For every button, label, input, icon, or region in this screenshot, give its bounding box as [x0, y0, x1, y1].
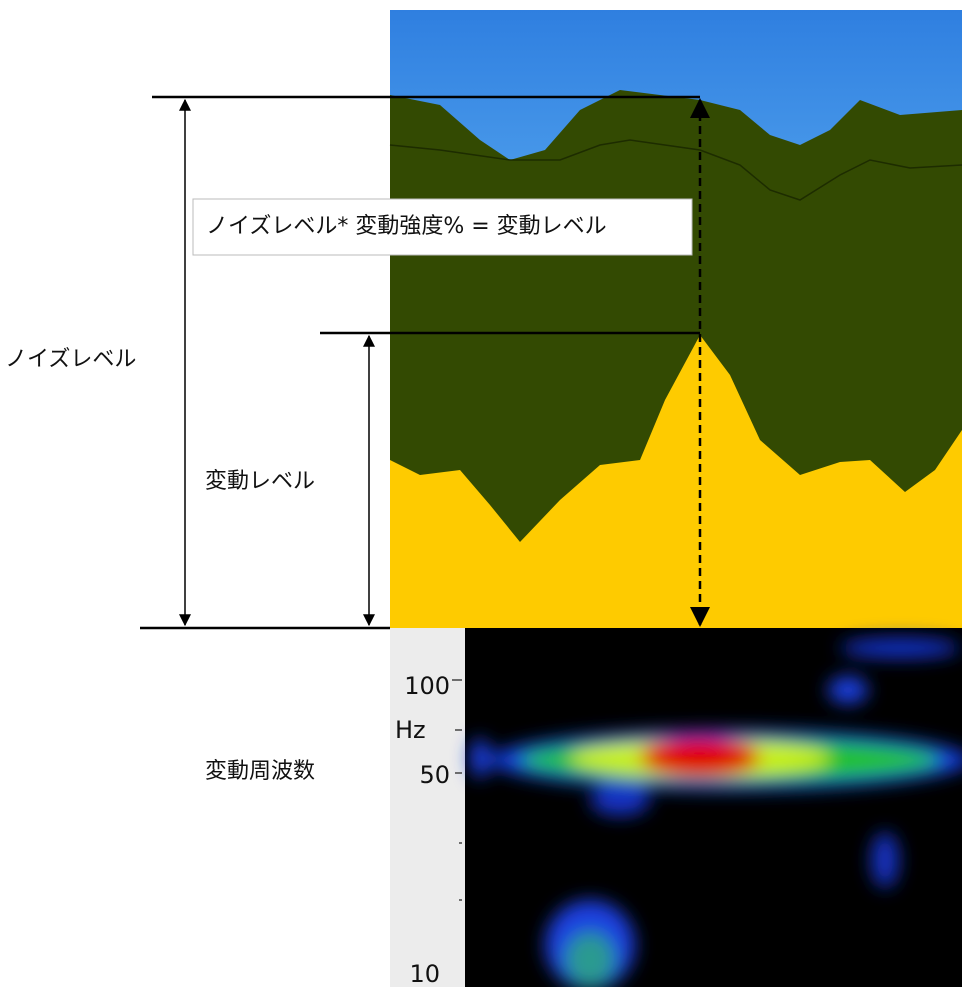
- formula: ノイズレベル* 変動強度% = 変動レベル: [206, 214, 607, 239]
- tick-label: 100: [404, 672, 450, 700]
- variation-frequency-label: 変動周波数: [205, 759, 315, 784]
- diagram: 100 Hz 50 10 ノイズレベル* 変動強度% = 変動レベル ノイズレベ…: [0, 0, 962, 987]
- spectrogram: 100 Hz 50 10: [390, 628, 962, 987]
- level-chart: [390, 10, 962, 628]
- tick-label: 50: [419, 761, 450, 789]
- tick-label: 10: [409, 960, 440, 987]
- noise-level-label: ノイズレベル: [5, 347, 136, 372]
- axis-unit: Hz: [395, 716, 426, 744]
- variation-level-label: 変動レベル: [205, 469, 315, 494]
- spectrogram-bg: [465, 628, 962, 987]
